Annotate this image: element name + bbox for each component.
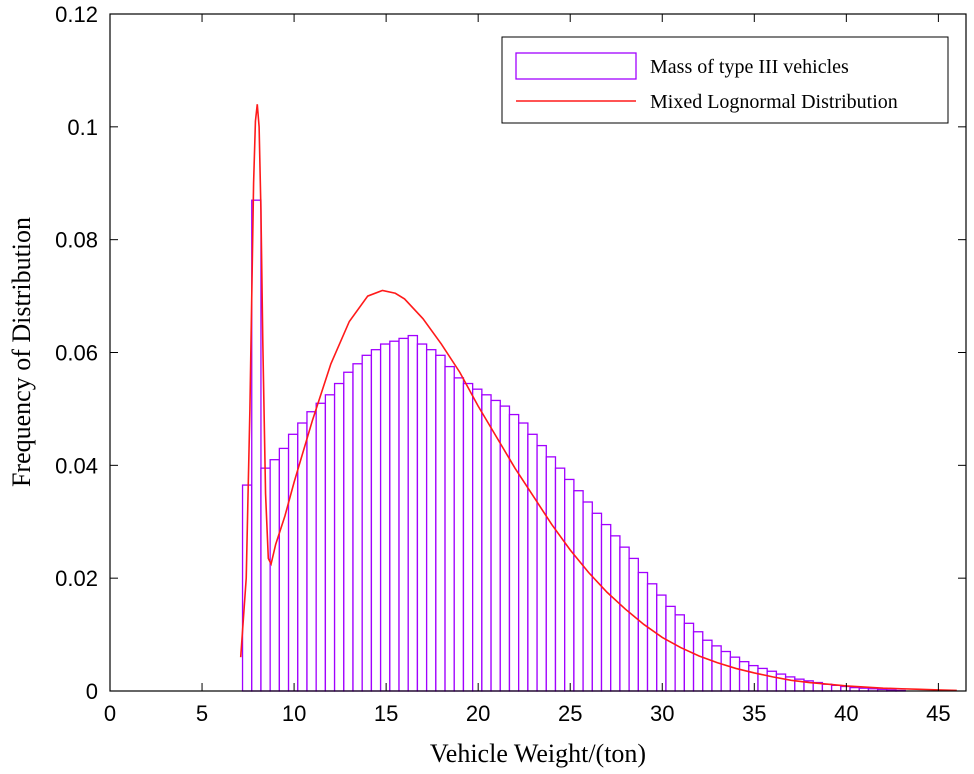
histogram-bar	[591, 512, 603, 692]
histogram-bar	[518, 422, 529, 692]
histogram-bar	[352, 363, 363, 692]
fit-line	[239, 104, 957, 692]
histogram-bar	[637, 571, 649, 692]
y-axis-label: Frequency of Distribution	[7, 217, 36, 487]
legend-box	[501, 36, 949, 124]
histogram-bar	[619, 546, 630, 692]
histogram-bar	[656, 594, 667, 692]
y-tick-label: 0.02	[55, 566, 98, 591]
legend-fit-line-label: Mixed Lognormal Distribution	[650, 91, 898, 113]
histogram-bar	[665, 605, 676, 692]
x-tick-label: 20	[466, 701, 490, 726]
y-tick-label: 0.1	[67, 115, 98, 140]
histogram-bar	[361, 354, 373, 692]
histogram-bar	[821, 683, 833, 692]
histogram-bar	[840, 685, 851, 692]
histogram-bar	[573, 490, 584, 692]
histogram-bar	[674, 614, 685, 692]
histogram-bar	[692, 631, 704, 692]
histogram-bar	[545, 456, 557, 692]
histogram-bar	[554, 467, 566, 692]
y-tick-label: 0.08	[55, 228, 98, 253]
histogram-bar	[564, 478, 575, 692]
histogram-bar	[471, 388, 483, 692]
histogram-bar	[425, 349, 437, 692]
histogram-bar	[536, 444, 547, 692]
histogram-bar	[702, 639, 713, 692]
histogram-bar	[251, 199, 262, 692]
histogram-bar	[278, 447, 290, 692]
axis-ticks: 0 5 10 15 20 25 30 35 40 45 0 0.02 0.04 0.06 0.08 0.1 0.…	[55, 2, 966, 726]
histogram-bar	[582, 501, 593, 692]
y-tick-label: 0.12	[55, 2, 98, 27]
histogram-bar	[490, 399, 501, 692]
histogram-bar	[389, 340, 400, 692]
histogram-bar	[370, 349, 382, 692]
histogram-bar	[481, 394, 492, 692]
histogram-bar	[499, 405, 511, 692]
histogram-bar	[508, 413, 520, 692]
histogram-bar	[729, 656, 741, 692]
histogram-bars	[241, 199, 906, 692]
x-tick-label: 15	[374, 701, 398, 726]
legend-histogram-label: Mass of type III vehicles	[650, 56, 849, 78]
histogram-bar	[444, 365, 455, 692]
histogram-bar	[600, 523, 612, 692]
legend: Mass of type III vehicles Mixed Lognorma…	[501, 36, 949, 124]
histogram-bar	[453, 377, 465, 692]
histogram-bar	[269, 459, 280, 692]
x-tick-label: 25	[558, 701, 582, 726]
x-tick-label: 30	[650, 701, 674, 726]
histogram-bar	[398, 337, 409, 692]
histogram-bar	[343, 371, 354, 692]
histogram-bar	[610, 535, 621, 692]
x-tick-label: 45	[926, 701, 950, 726]
histogram-bar	[527, 433, 538, 692]
histogram-bar	[766, 670, 778, 692]
y-tick-label: 0	[86, 679, 98, 704]
y-tick-label: 0.04	[55, 453, 98, 478]
histogram-bar	[407, 334, 419, 692]
histogram-bar	[830, 684, 842, 692]
histogram-bar	[748, 664, 759, 692]
histogram-bar	[775, 673, 787, 692]
histogram-bar	[333, 382, 345, 692]
histogram-bar	[720, 650, 732, 692]
histogram-bar	[757, 667, 768, 692]
histogram-bar	[628, 557, 639, 692]
x-tick-label: 5	[196, 701, 208, 726]
histogram-bar	[462, 382, 474, 692]
histogram-bar	[738, 661, 750, 692]
x-axis-label: Vehicle Weight/(ton)	[430, 739, 646, 768]
x-tick-label: 40	[834, 701, 858, 726]
y-tick-label: 0.06	[55, 341, 98, 366]
histogram-bar	[324, 394, 336, 692]
histogram-bar	[306, 411, 317, 692]
histogram-bar	[416, 343, 428, 692]
histogram-bar	[711, 645, 722, 692]
histogram-bar	[683, 622, 695, 692]
x-tick-label: 0	[104, 701, 116, 726]
histogram-bar	[315, 402, 327, 692]
histogram-bar	[379, 343, 391, 692]
x-tick-label: 35	[742, 701, 766, 726]
x-tick-label: 10	[282, 701, 306, 726]
histogram-bar	[646, 583, 658, 692]
legend-histogram-swatch	[515, 52, 637, 80]
histogram-bar	[435, 354, 446, 692]
